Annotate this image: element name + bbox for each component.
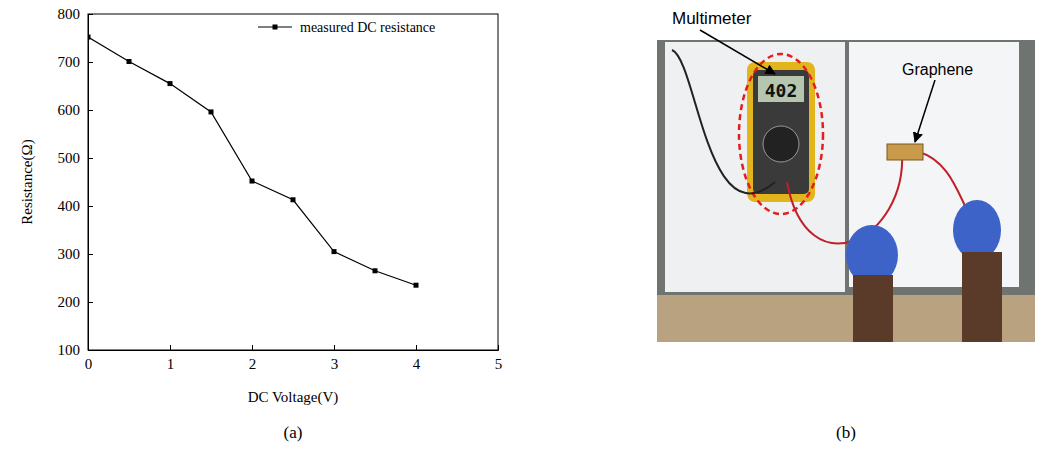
plot-area: [88, 35, 419, 288]
y-tick: 600: [58, 102, 94, 118]
x-tick-label: 2: [249, 356, 257, 372]
y-tick-label: 600: [58, 102, 81, 118]
annotation-arrow: [915, 80, 935, 142]
data-point: [250, 179, 255, 184]
y-tick-label: 400: [58, 198, 81, 214]
x-tick-mark: [170, 345, 171, 350]
glove: [953, 200, 1001, 260]
data-point: [414, 283, 419, 288]
y-tick: 100: [58, 342, 94, 358]
y-tick-label: 200: [58, 294, 81, 310]
x-tick-label: 3: [331, 356, 339, 372]
x-tick: 2: [249, 345, 257, 372]
y-axis-line: [89, 15, 94, 351]
y-tick-label: 100: [58, 342, 81, 358]
graphene-sample: [887, 144, 923, 160]
y-tick-mark: [88, 206, 93, 207]
annotation-arrow: [700, 30, 775, 74]
panel-label: (b): [836, 423, 856, 442]
photo: 402: [657, 40, 1035, 342]
y-tick: 200: [58, 294, 94, 310]
figure: 0 1 2 3 4 5 100 200 300 400 500 600 700 800 DC Voltage…: [0, 0, 1049, 450]
annotation-label: Multimeter: [672, 9, 752, 28]
data-point: [373, 268, 378, 273]
legend-label: measured DC resistance: [300, 20, 435, 35]
x-tick-mark: [498, 345, 499, 350]
x-axis-line: [89, 345, 499, 351]
data-point: [291, 197, 296, 202]
x-tick-label: 1: [167, 356, 175, 372]
y-tick: 400: [58, 198, 94, 214]
y-tick-mark: [88, 62, 93, 63]
probe-wire: [672, 50, 775, 193]
x-axis-title: DC Voltage(V): [248, 389, 339, 406]
panel-label: (a): [284, 423, 303, 442]
legend-marker: [273, 25, 278, 30]
x-axis: 0 1 2 3 4 5: [85, 345, 503, 372]
y-tick-mark: [88, 110, 93, 111]
y-tick-mark: [88, 14, 93, 15]
data-line: [88, 37, 416, 285]
y-axis-title: Resistance(Ω): [19, 139, 36, 224]
x-tick: 5: [495, 345, 503, 372]
y-tick-label: 300: [58, 246, 81, 262]
x-tick-mark: [252, 345, 253, 350]
paper-left: [665, 42, 845, 292]
arm: [853, 275, 893, 342]
y-tick: 700: [58, 54, 94, 70]
multimeter-dial: [763, 126, 799, 162]
multimeter-face: [753, 70, 809, 194]
legend: measured DC resistance: [258, 20, 435, 35]
y-tick-label: 700: [58, 54, 81, 70]
y-tick: 500: [58, 150, 94, 166]
x-tick-mark: [334, 345, 335, 350]
data-point: [209, 109, 214, 114]
data-point: [127, 59, 132, 64]
data-point: [168, 81, 173, 86]
photo-background: [657, 40, 1035, 342]
label-patch: [898, 60, 978, 80]
probe-wire: [919, 152, 967, 210]
multimeter-body: [747, 62, 815, 202]
y-tick-mark: [88, 302, 93, 303]
x-tick: 3: [331, 345, 339, 372]
y-tick-mark: [88, 254, 93, 255]
x-tick: 4: [413, 345, 421, 372]
y-tick: 300: [58, 246, 94, 262]
arm: [962, 252, 1002, 342]
y-tick-mark: [88, 350, 93, 351]
y-tick-label: 800: [58, 6, 81, 22]
y-tick: 800: [58, 6, 94, 22]
data-point: [332, 249, 337, 254]
highlight-ellipse: [739, 54, 823, 214]
x-tick-mark: [416, 345, 417, 350]
x-tick: 1: [167, 345, 175, 372]
multimeter-display: [758, 76, 804, 102]
y-axis: 100 200 300 400 500 600 700 800: [58, 6, 94, 358]
annotation-label: Graphene: [902, 61, 973, 78]
x-tick-label: 5: [495, 356, 503, 372]
y-tick-mark: [88, 158, 93, 159]
y-tick-label: 500: [58, 150, 81, 166]
x-tick-label: 0: [85, 356, 93, 372]
x-tick-label: 4: [413, 356, 421, 372]
data-point: [88, 35, 91, 40]
plot-frame: [88, 14, 498, 350]
display-reading: 402: [765, 80, 798, 101]
